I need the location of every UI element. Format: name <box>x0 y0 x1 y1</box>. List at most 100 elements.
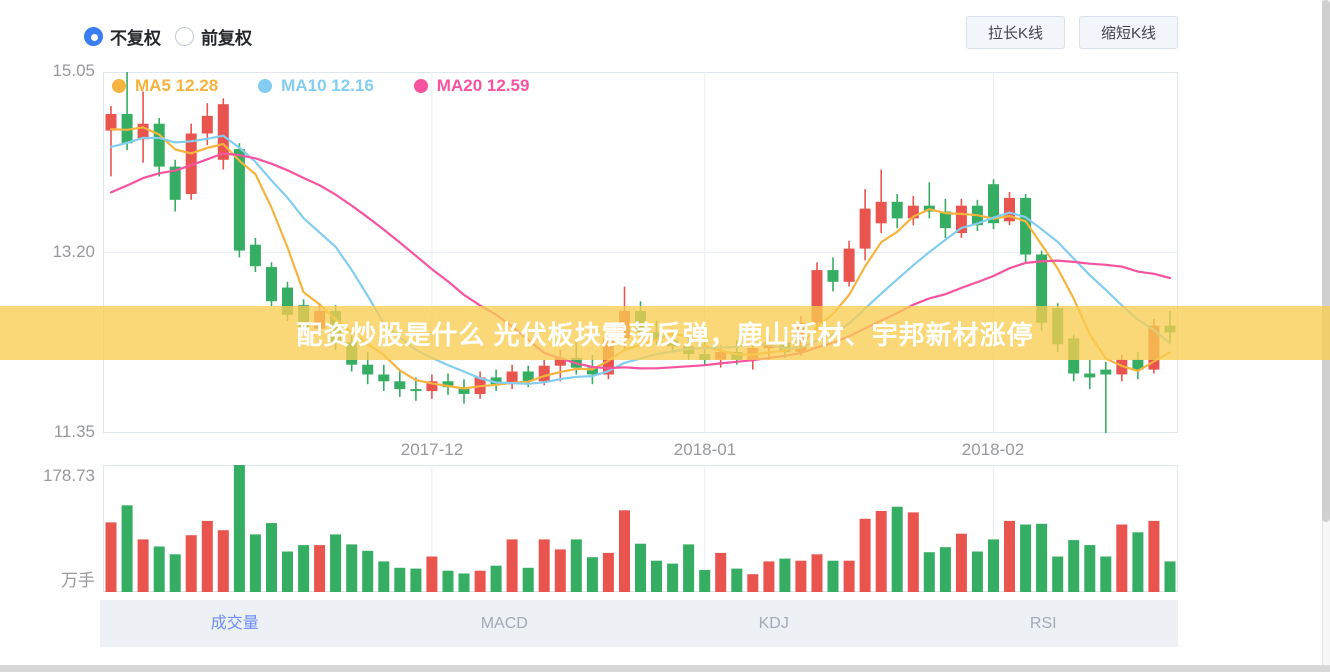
volume-bar <box>1148 520 1160 592</box>
ma-legend: MA5 12.28 MA10 12.16 MA20 12.59 <box>112 76 529 96</box>
candle-body <box>1020 197 1032 255</box>
volume-bar <box>346 544 358 592</box>
volume-bar <box>233 465 245 592</box>
volume-bar <box>586 557 598 592</box>
volume-bar <box>811 554 823 592</box>
volume-bar <box>1132 532 1144 592</box>
volume-bar <box>1084 545 1096 592</box>
candle-body <box>1036 254 1048 323</box>
volume-bar <box>538 539 550 592</box>
window-bottom-edge <box>0 665 1330 672</box>
volume-bar <box>619 510 630 592</box>
x-axis-label-feb: 2018-02 <box>961 440 1025 459</box>
candle-body <box>907 205 919 219</box>
volume-bar <box>362 550 374 592</box>
volume-bar <box>474 570 486 592</box>
candle-body <box>137 123 149 140</box>
volume-bar <box>169 554 181 592</box>
candle-body <box>426 381 438 392</box>
candle-body <box>811 270 823 323</box>
ma10-dot-icon <box>258 79 273 93</box>
volume-bar <box>1068 540 1080 592</box>
volume-bar <box>266 523 277 592</box>
candle-body <box>955 205 967 233</box>
volume-bar <box>330 534 342 592</box>
volume-bar <box>282 551 293 592</box>
volume-bar <box>394 567 406 592</box>
tab-volume[interactable]: 成交量 <box>210 615 259 632</box>
volume-chart[interactable] <box>103 465 1178 592</box>
radio-no-adjust-label: 不复权 <box>110 29 161 48</box>
candle-body <box>217 104 229 160</box>
candle-body <box>1116 359 1128 375</box>
volume-bar <box>570 539 582 592</box>
candle-body <box>249 244 261 267</box>
kline-button-group: 拉长K线 缩短K线 <box>965 16 1178 49</box>
volume-bar <box>651 560 662 592</box>
candle-body <box>875 201 887 224</box>
news-overlay-banner: 配资炒股是什么 光伏板块震荡反弹，鹿山新材、宇邦新材涨停 <box>0 306 1330 360</box>
candle-body <box>266 267 277 302</box>
volume-bar <box>442 570 454 592</box>
volume-bar <box>490 565 502 592</box>
shrink-kline-button[interactable]: 缩短K线 <box>1078 16 1178 49</box>
volume-bar <box>939 547 951 592</box>
candle-body <box>121 114 133 144</box>
candle-body <box>1084 373 1096 378</box>
volume-bar <box>763 561 775 592</box>
volume-bar <box>1052 556 1064 592</box>
candle-body <box>506 371 518 385</box>
tab-kdj[interactable]: KDJ <box>758 615 789 632</box>
tab-rsi[interactable]: RSI <box>1029 615 1057 632</box>
candle-body <box>827 270 839 282</box>
candlestick-chart[interactable] <box>103 72 1178 433</box>
volume-bar <box>458 573 470 592</box>
ma5-legend-label: MA5 12.28 <box>135 76 219 95</box>
price-axis-label-min: 11.35 <box>53 422 95 441</box>
volume-bar <box>249 534 261 592</box>
volume-bar <box>731 568 743 592</box>
adjust-radio-group: 不复权 前复权 <box>84 24 252 49</box>
candle-body <box>394 381 406 390</box>
tab-macd[interactable]: MACD <box>480 615 528 632</box>
ma10-legend-label: MA10 12.16 <box>281 76 374 95</box>
volume-bar <box>1036 523 1048 592</box>
candle-body <box>988 184 999 224</box>
volume-bar <box>217 530 229 592</box>
radio-unchecked-icon <box>175 27 194 46</box>
volume-bar <box>827 560 839 592</box>
volume-unit-label: 万手 <box>61 571 95 590</box>
candle-body <box>378 374 390 382</box>
radio-no-adjust[interactable]: 不复权 <box>84 24 161 49</box>
indicator-tabbar: 成交量 MACD KDJ RSI <box>100 600 1178 647</box>
ma20-legend-item: MA20 12.59 <box>413 76 529 96</box>
volume-axis-max-label: 178.73 <box>43 466 95 485</box>
volume-bar <box>683 544 695 592</box>
volume-bar <box>1004 520 1015 592</box>
candle-body <box>490 377 502 385</box>
volume-bar <box>426 556 438 592</box>
candle-body <box>586 367 598 375</box>
volume-bar <box>795 560 807 592</box>
scrollbar-thumb[interactable] <box>1322 0 1330 522</box>
candle-body <box>538 365 550 382</box>
candle-body <box>939 211 951 229</box>
candle-body <box>362 364 374 375</box>
volume-bar <box>298 545 310 592</box>
volume-bar <box>410 568 422 592</box>
ma5-legend-item: MA5 12.28 <box>112 76 218 96</box>
stretch-kline-button[interactable]: 拉长K线 <box>965 16 1065 49</box>
candle-body <box>282 287 293 315</box>
radio-pre-adjust[interactable]: 前复权 <box>175 24 252 49</box>
volume-bar <box>1020 524 1032 592</box>
volume-bar <box>153 546 165 592</box>
volume-bar <box>699 570 711 592</box>
volume-bar <box>843 560 855 592</box>
candle-body <box>843 248 855 282</box>
volume-bar <box>1116 524 1128 592</box>
candle-body <box>153 123 165 167</box>
radio-checked-icon <box>84 27 103 46</box>
candle-body <box>233 149 245 251</box>
volume-bar <box>907 512 919 592</box>
candle-body <box>442 381 454 388</box>
